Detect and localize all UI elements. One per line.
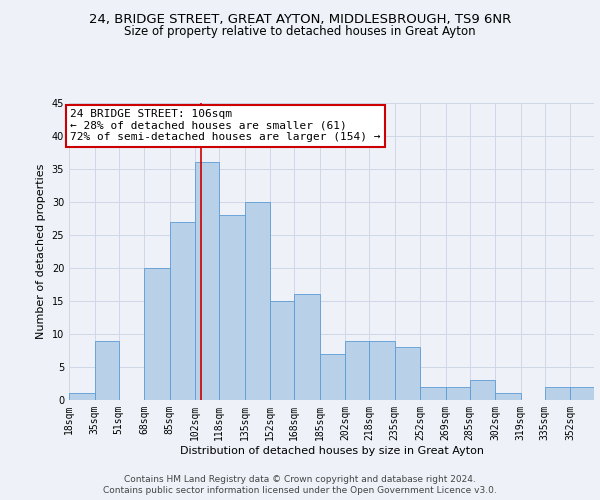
- Bar: [445, 387, 470, 400]
- Bar: [395, 347, 420, 400]
- Bar: [144, 268, 170, 400]
- Bar: [570, 387, 594, 400]
- Bar: [294, 294, 320, 400]
- Text: 24, BRIDGE STREET, GREAT AYTON, MIDDLESBROUGH, TS9 6NR: 24, BRIDGE STREET, GREAT AYTON, MIDDLESB…: [89, 12, 511, 26]
- Bar: [545, 387, 570, 400]
- Bar: [245, 202, 270, 400]
- Bar: [495, 394, 521, 400]
- Bar: [195, 162, 219, 400]
- Bar: [95, 340, 119, 400]
- Text: 24 BRIDGE STREET: 106sqm
← 28% of detached houses are smaller (61)
72% of semi-d: 24 BRIDGE STREET: 106sqm ← 28% of detach…: [71, 109, 381, 142]
- Text: Size of property relative to detached houses in Great Ayton: Size of property relative to detached ho…: [124, 25, 476, 38]
- X-axis label: Distribution of detached houses by size in Great Ayton: Distribution of detached houses by size …: [179, 446, 484, 456]
- Bar: [420, 387, 445, 400]
- Text: Contains public sector information licensed under the Open Government Licence v3: Contains public sector information licen…: [103, 486, 497, 495]
- Text: Contains HM Land Registry data © Crown copyright and database right 2024.: Contains HM Land Registry data © Crown c…: [124, 475, 476, 484]
- Y-axis label: Number of detached properties: Number of detached properties: [36, 164, 46, 339]
- Bar: [345, 340, 369, 400]
- Bar: [470, 380, 495, 400]
- Bar: [369, 340, 395, 400]
- Bar: [320, 354, 345, 400]
- Bar: [219, 215, 245, 400]
- Bar: [270, 301, 294, 400]
- Bar: [170, 222, 195, 400]
- Bar: [69, 394, 95, 400]
